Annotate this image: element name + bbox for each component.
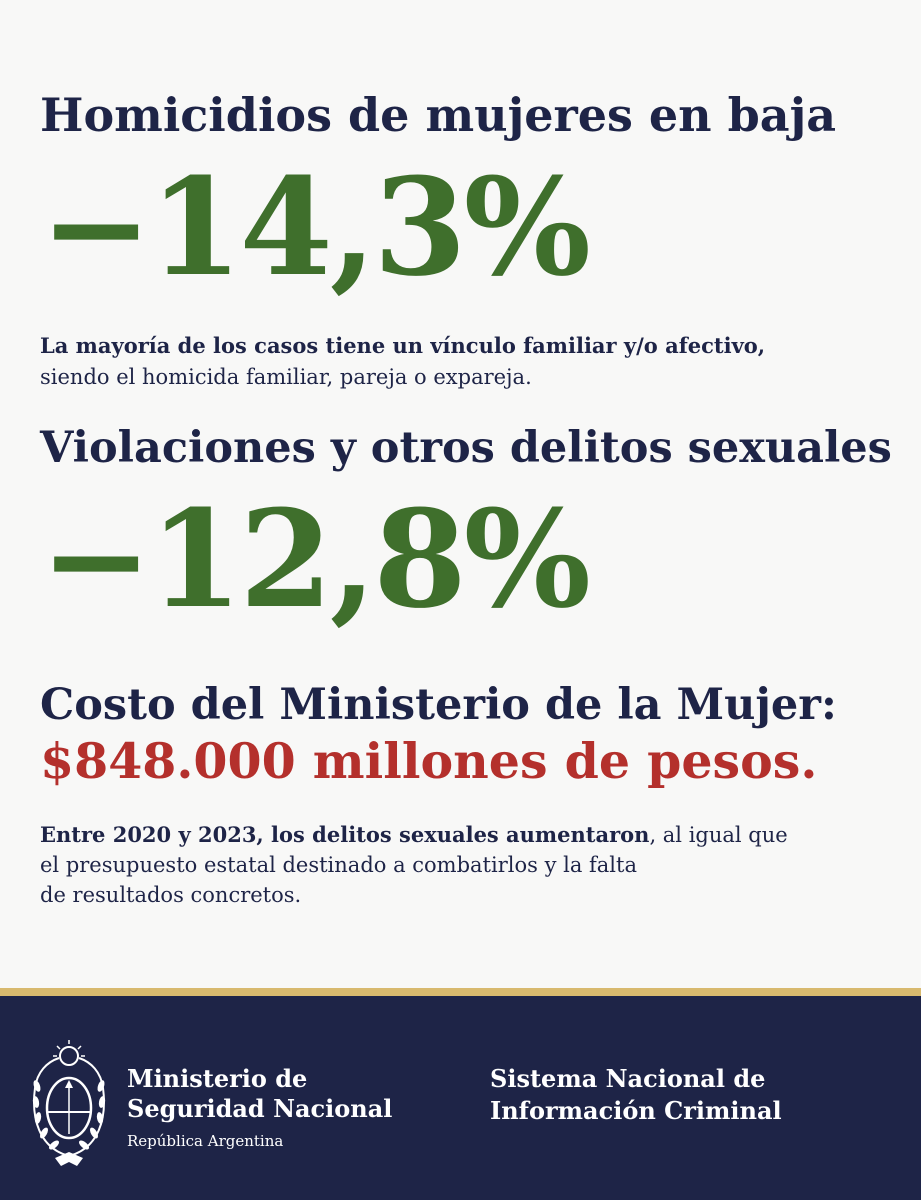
budget-note-bold: Entre 2020 y 2023, los delitos sexuales … [40, 822, 650, 847]
system-name-line1: Sistema Nacional de [490, 1064, 766, 1093]
budget-note-line2: el presupuesto estatal destinado a comba… [40, 853, 637, 877]
homicides-heading: Homicidios de mujeres en baja [40, 88, 837, 142]
coat-of-arms-argentina-icon [32, 1040, 106, 1166]
homicides-note: La mayoría de los casos tiene un vínculo… [40, 330, 765, 393]
budget-note: Entre 2020 y 2023, los delitos sexuales … [40, 820, 788, 910]
homicides-note-regular: siendo el homicida familiar, pareja o ex… [40, 365, 532, 389]
sexual-crimes-heading: Violaciones y otros delitos sexuales [40, 423, 892, 473]
sexual-crimes-change-value: −12,8% [40, 480, 591, 638]
country-name: República Argentina [127, 1132, 284, 1150]
ministry-cost-heading: Costo del Ministerio de la Mujer: [40, 680, 837, 730]
budget-note-line1-rest: , al igual que [649, 823, 788, 847]
homicides-note-bold: La mayoría de los casos tiene un vínculo… [40, 333, 766, 358]
system-name-line2: Información Criminal [490, 1096, 782, 1125]
footer: Ministerio de Seguridad Nacional Repúbli… [0, 996, 921, 1200]
budget-note-line3: de resultados concretos. [40, 883, 302, 907]
ministry-name-line1: Ministerio de [127, 1064, 308, 1093]
ministry-name-line2: Seguridad Nacional [127, 1094, 393, 1123]
ministry-cost-value: $848.000 millones de pesos. [40, 732, 818, 790]
homicides-change-value: −14,3% [40, 148, 591, 306]
footer-divider [0, 988, 921, 996]
